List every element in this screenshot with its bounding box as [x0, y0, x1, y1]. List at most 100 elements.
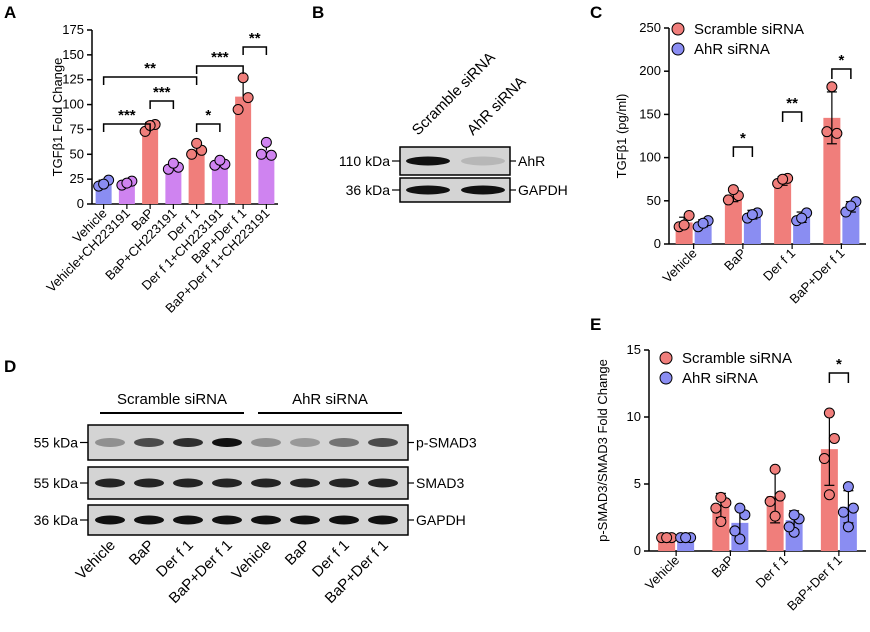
- blot-band: [134, 478, 164, 488]
- blot-band: [461, 185, 505, 195]
- data-point: [823, 489, 835, 501]
- legend-label: AhR siRNA: [682, 370, 758, 387]
- lane-label: Vehicle: [229, 537, 275, 583]
- bar-scramble: [766, 496, 784, 551]
- significance-bracket: [195, 65, 244, 74]
- data-point: [845, 200, 857, 212]
- data-point: [764, 495, 776, 507]
- lane-label: Vehicle: [73, 537, 119, 583]
- blot-band: [368, 438, 398, 447]
- y-tick-label: 125: [62, 72, 84, 87]
- data-point: [242, 92, 254, 104]
- y-tick-label: 25: [70, 171, 84, 186]
- y-axis-label: p-SMAD3/SMAD3 Fold Change: [595, 359, 610, 542]
- data-point: [783, 521, 795, 533]
- y-tick-label: 75: [70, 121, 84, 136]
- y-tick-label: 10: [627, 409, 641, 424]
- data-point: [734, 502, 746, 514]
- data-point: [774, 490, 786, 502]
- data-point: [842, 481, 854, 493]
- data-point: [821, 126, 833, 138]
- data-point: [729, 525, 741, 537]
- data-point: [237, 72, 249, 84]
- bar-scramble: [823, 117, 841, 244]
- blot-band: [251, 478, 281, 488]
- legend-marker: [671, 22, 685, 36]
- panel-letter-c: C: [590, 3, 602, 22]
- significance-label: *: [740, 130, 746, 147]
- blot-band: [329, 478, 359, 488]
- blot-band: [290, 438, 320, 447]
- legend-label: AhR siRNA: [694, 41, 770, 58]
- significance-bracket: [781, 111, 803, 122]
- data-point: [826, 81, 838, 93]
- blot-band: [461, 156, 505, 166]
- y-axis-label: TGFβ1 Fold Change: [50, 58, 65, 177]
- x-tick-label: BaP: [709, 553, 737, 581]
- kda-label: 55 kDa: [34, 435, 79, 451]
- y-tick-label: 50: [70, 146, 84, 161]
- chart-e: 0 5 10 15 p-SMAD3/SMAD3 Fold Change Vehicle Ba…: [595, 342, 866, 613]
- significance-bracket: [195, 123, 221, 132]
- y-tick-label: 5: [634, 476, 641, 491]
- data-point: [191, 137, 203, 149]
- significance-label: **: [144, 60, 156, 77]
- significance-bracket: [242, 46, 268, 55]
- data-point: [255, 148, 267, 160]
- bar-scramble: [712, 505, 730, 551]
- protein-label: p-SMAD3: [416, 435, 477, 451]
- x-tick-label: Der f 1: [753, 553, 791, 591]
- bar: [142, 127, 159, 204]
- y-tick-label: 0: [77, 196, 84, 211]
- lane-label: BaP: [282, 537, 314, 569]
- blot-band: [212, 515, 242, 525]
- y-tick-label: 100: [62, 97, 84, 112]
- bar: [188, 149, 205, 204]
- western-blot-d: Scramble siRNA AhR siRNA 55 kDa p-SMAD3 55 k…: [34, 391, 477, 607]
- blot-band: [212, 478, 242, 488]
- data-point: [98, 178, 110, 190]
- data-point: [683, 209, 695, 221]
- data-point: [710, 502, 722, 514]
- data-point: [823, 407, 835, 419]
- group-label: AhR siRNA: [292, 391, 368, 408]
- blot-band: [173, 438, 203, 447]
- data-point: [722, 194, 734, 206]
- significance-bracket: [828, 372, 850, 383]
- data-point: [260, 136, 272, 148]
- y-tick-label: 150: [639, 106, 661, 121]
- x-tick-label: Vehicle: [642, 553, 682, 593]
- legend-marker: [659, 351, 673, 365]
- x-tick-label: Der f 1: [760, 246, 798, 284]
- kda-label: 36 kDa: [346, 182, 391, 198]
- data-point: [678, 219, 690, 231]
- bar: [211, 164, 228, 204]
- data-point: [842, 521, 854, 533]
- data-point: [661, 532, 673, 544]
- panel-letter-d: D: [4, 357, 16, 376]
- blot-band: [134, 515, 164, 525]
- kda-label: 36 kDa: [34, 512, 79, 528]
- significance-bracket: [831, 68, 852, 79]
- significance-label: ***: [118, 107, 136, 124]
- data-point: [831, 127, 843, 139]
- protein-label: GAPDH: [416, 512, 466, 528]
- significance-label: **: [786, 95, 798, 112]
- data-point: [715, 491, 727, 503]
- legend-marker: [659, 371, 673, 385]
- panel-letter-a: A: [4, 3, 16, 22]
- data-point: [232, 104, 244, 116]
- y-tick-label: 0: [654, 236, 661, 251]
- blot-band: [134, 438, 164, 447]
- blot-band: [95, 478, 125, 488]
- data-point: [847, 502, 859, 514]
- blot-band: [251, 515, 281, 525]
- significance-label: *: [205, 107, 211, 124]
- legend-label: Scramble siRNA: [694, 21, 804, 38]
- data-point: [828, 432, 840, 444]
- lane-label: BaP: [126, 537, 158, 569]
- data-point: [837, 506, 849, 518]
- data-point: [769, 463, 781, 475]
